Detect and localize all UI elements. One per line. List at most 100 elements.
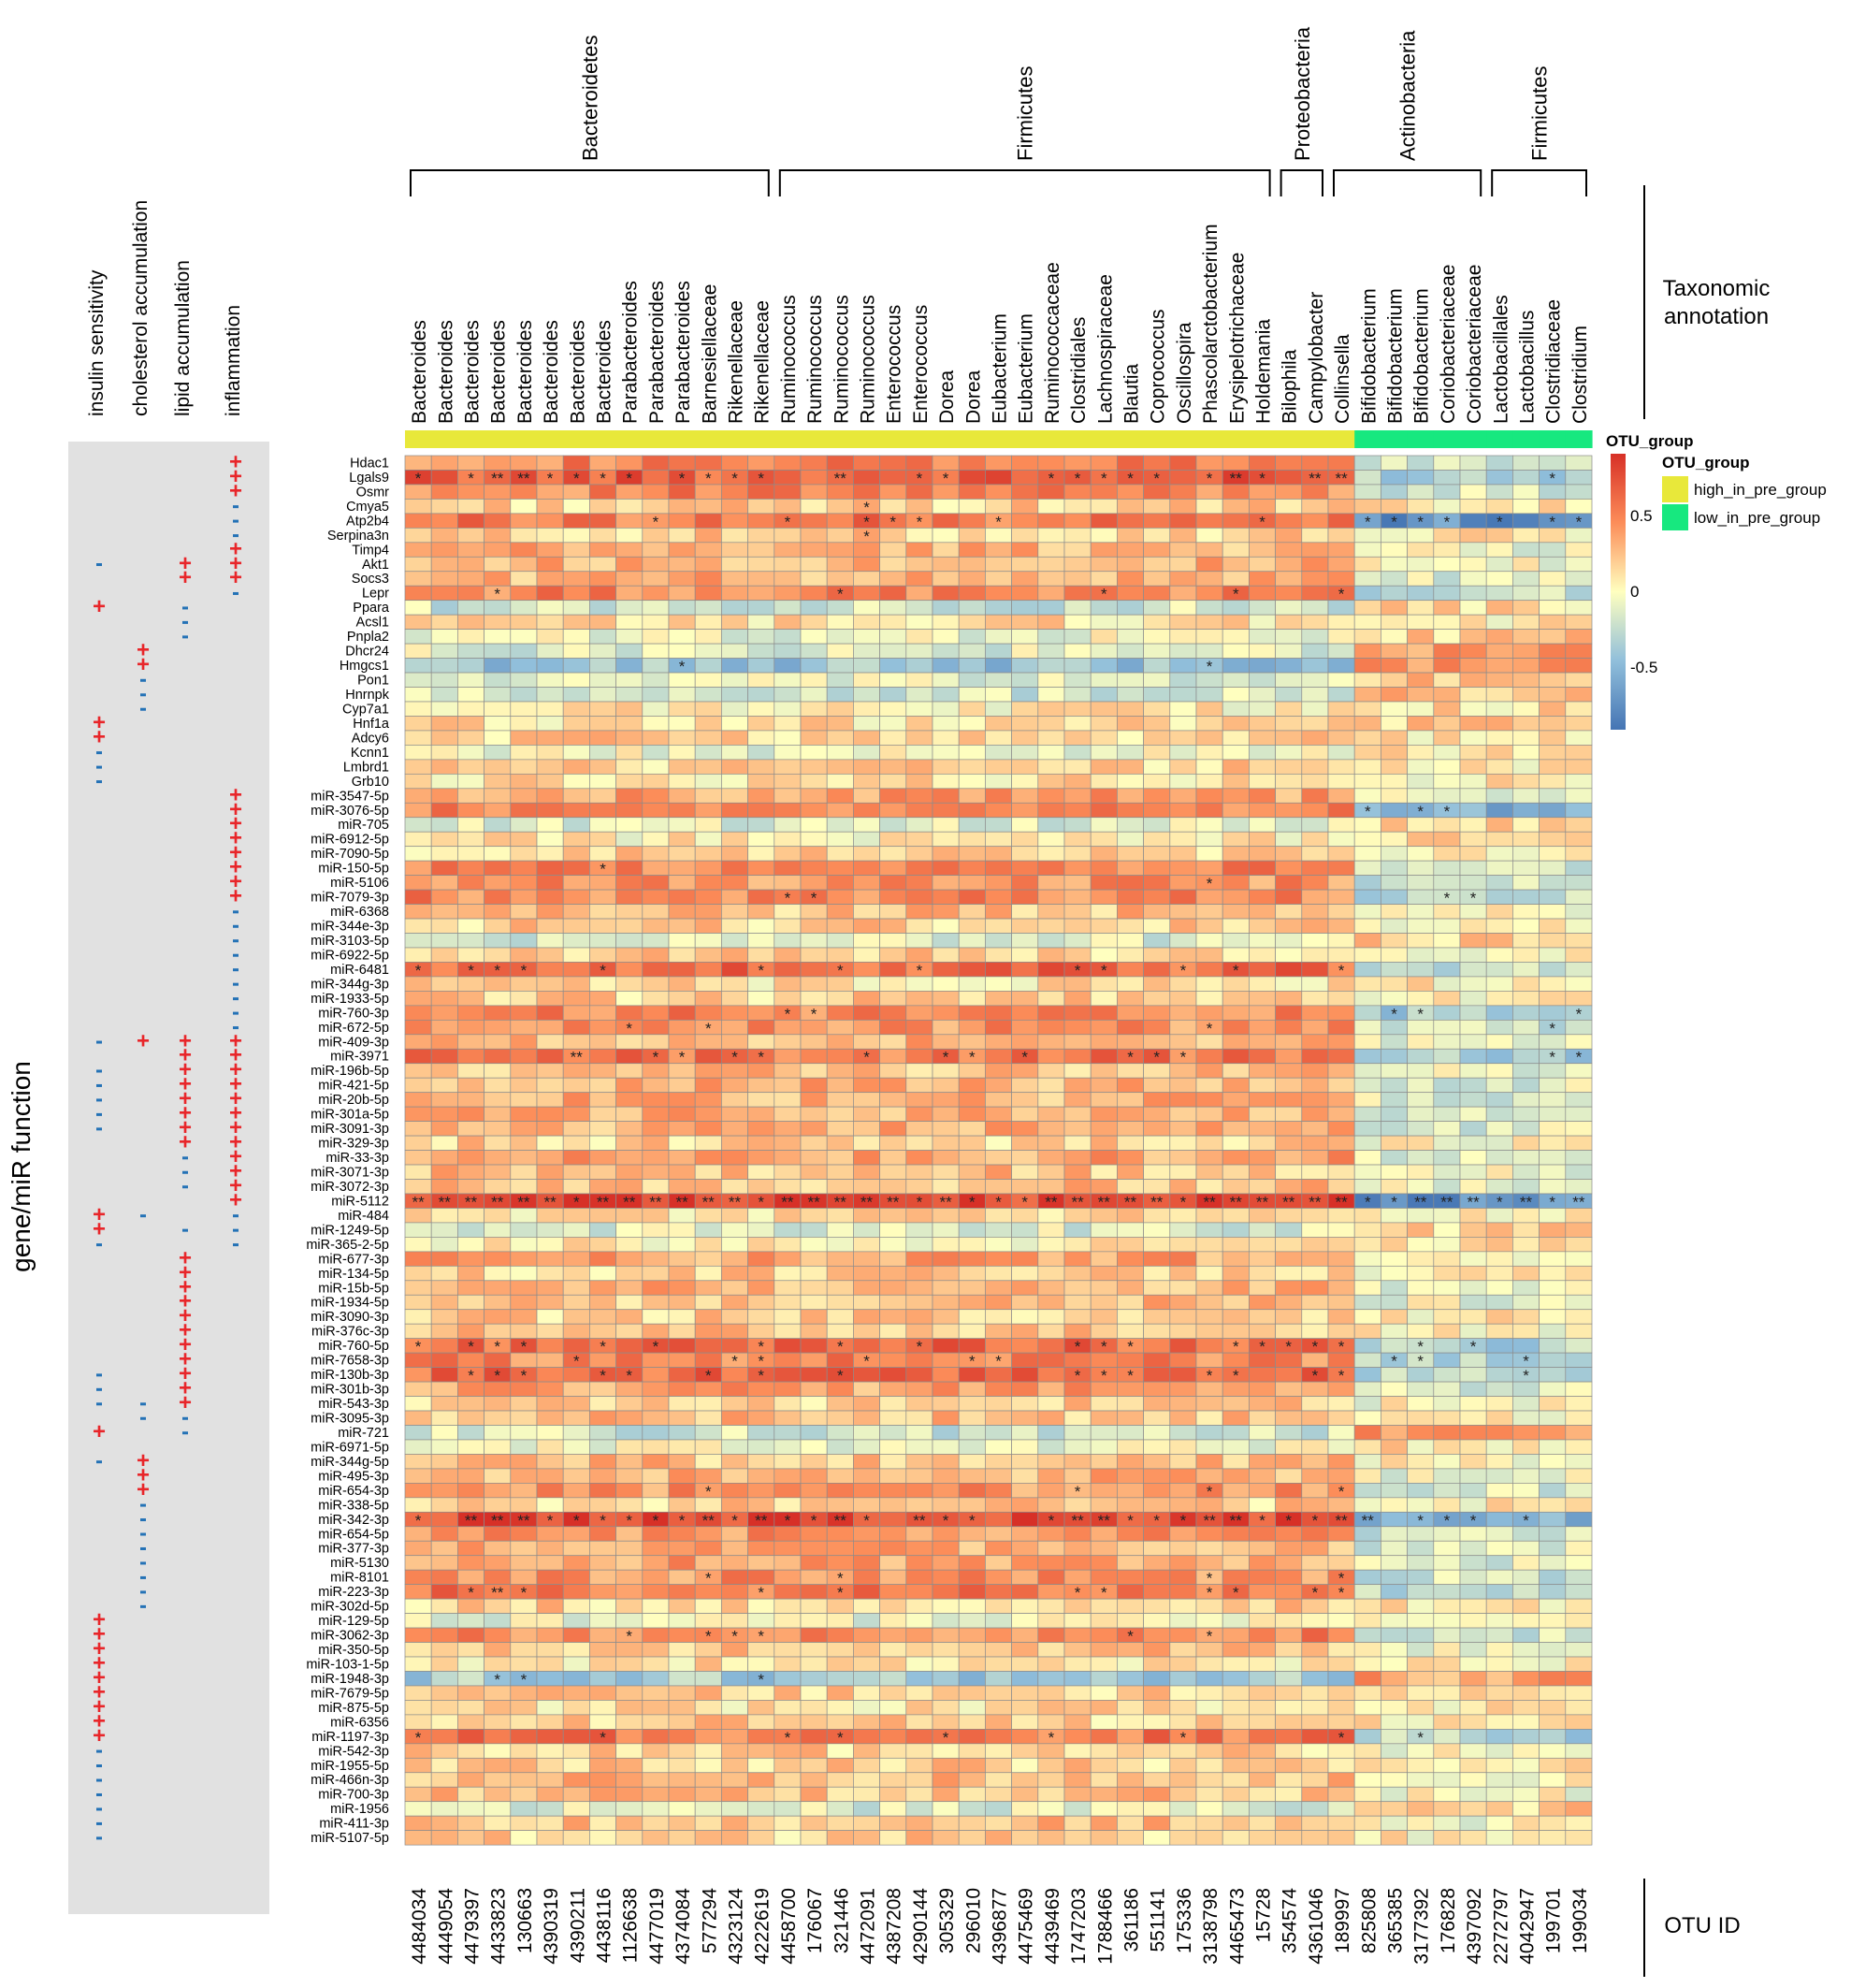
func-minus-36-3 xyxy=(233,983,239,986)
cell-82-33 xyxy=(1276,1643,1302,1657)
func-minus-53-2 xyxy=(182,1229,188,1232)
cell-22-2 xyxy=(457,774,484,788)
cell-60-13 xyxy=(748,1324,774,1338)
cell-86-14 xyxy=(774,1700,801,1714)
cell-48-11 xyxy=(695,1151,721,1165)
cell-23-39 xyxy=(1434,789,1460,803)
cell-85-38 xyxy=(1408,1686,1434,1700)
cell-11-38 xyxy=(1408,615,1434,629)
cell-31-5 xyxy=(537,905,563,919)
cell-12-8 xyxy=(616,630,643,644)
cell-93-42 xyxy=(1512,1802,1539,1816)
cell-88-19 xyxy=(906,1729,933,1743)
sig-star-51-18: ** xyxy=(887,1193,900,1211)
cell-71-37 xyxy=(1381,1483,1407,1497)
cell-60-40 xyxy=(1460,1324,1486,1338)
cell-43-9 xyxy=(643,1078,669,1092)
cell-31-0 xyxy=(405,905,431,919)
cell-42-36 xyxy=(1354,1064,1381,1078)
cell-8-4 xyxy=(511,572,537,586)
cell-16-27 xyxy=(1117,688,1143,702)
cell-15-39 xyxy=(1434,673,1460,687)
cell-49-4 xyxy=(511,1165,537,1179)
sig-star-4-14: * xyxy=(785,513,791,530)
cell-82-44 xyxy=(1566,1643,1592,1657)
cell-69-15 xyxy=(801,1454,827,1468)
cell-48-21 xyxy=(959,1151,985,1165)
sig-star-51-3: ** xyxy=(491,1193,504,1211)
cell-71-31 xyxy=(1222,1483,1249,1497)
cell-66-26 xyxy=(1091,1411,1117,1425)
cell-42-35 xyxy=(1328,1064,1354,1078)
cell-57-23 xyxy=(1012,1281,1038,1295)
cell-28-8 xyxy=(616,861,643,875)
cell-91-1 xyxy=(431,1773,457,1787)
cell-6-44 xyxy=(1566,543,1592,557)
cell-61-18 xyxy=(880,1339,906,1353)
cell-70-18 xyxy=(880,1469,906,1483)
cell-54-19 xyxy=(906,1237,933,1251)
cell-75-39 xyxy=(1434,1541,1460,1555)
cell-54-14 xyxy=(774,1237,801,1251)
cell-76-37 xyxy=(1381,1556,1407,1570)
group-cell-10 xyxy=(669,430,696,448)
cell-67-6 xyxy=(563,1425,589,1439)
cell-2-41 xyxy=(1486,485,1512,499)
cell-23-33 xyxy=(1276,789,1302,803)
cell-37-27 xyxy=(1117,991,1143,1005)
cell-81-26 xyxy=(1091,1628,1117,1642)
cell-77-22 xyxy=(985,1570,1011,1584)
cell-58-13 xyxy=(748,1295,774,1309)
cell-37-25 xyxy=(1064,991,1091,1005)
cell-61-43 xyxy=(1540,1339,1566,1353)
group-cell-21 xyxy=(959,430,986,448)
cell-22-14 xyxy=(774,774,801,788)
cell-82-29 xyxy=(1170,1643,1196,1657)
sig-star-51-35: ** xyxy=(1335,1193,1348,1211)
cell-28-16 xyxy=(827,861,853,875)
cell-58-42 xyxy=(1512,1295,1539,1309)
cell-70-30 xyxy=(1196,1469,1222,1483)
cell-81-10 xyxy=(669,1628,695,1642)
cell-45-7 xyxy=(589,1107,615,1121)
group-cell-20 xyxy=(933,430,960,448)
cell-34-34 xyxy=(1302,948,1328,962)
cell-0-39 xyxy=(1434,456,1460,470)
otu-id-labels: 4484034 4449054 4479397 4433823 130663 439031… xyxy=(409,1888,1591,1965)
cell-79-40 xyxy=(1460,1599,1486,1613)
cell-64-41 xyxy=(1486,1382,1512,1396)
cell-60-32 xyxy=(1249,1324,1275,1338)
cell-15-16 xyxy=(827,673,853,687)
cell-29-11 xyxy=(695,876,721,890)
cell-50-37 xyxy=(1381,1180,1407,1194)
cell-65-31 xyxy=(1222,1397,1249,1411)
cell-7-38 xyxy=(1408,557,1434,571)
cell-94-22 xyxy=(985,1816,1011,1830)
cell-22-5 xyxy=(537,774,563,788)
cell-25-13 xyxy=(748,818,774,832)
cell-59-6 xyxy=(563,1310,589,1324)
cell-95-9 xyxy=(643,1831,669,1845)
row-label-21: Lmbrd1 xyxy=(343,760,389,775)
cell-77-7 xyxy=(589,1570,615,1584)
cell-59-36 xyxy=(1354,1310,1381,1324)
cell-58-35 xyxy=(1328,1295,1354,1309)
row-label-0: Hdac1 xyxy=(350,456,389,471)
cell-17-34 xyxy=(1302,702,1328,716)
cell-90-5 xyxy=(537,1758,563,1772)
sig-star-73-4: ** xyxy=(517,1512,530,1530)
cell-47-20 xyxy=(933,1136,959,1150)
cell-82-32 xyxy=(1249,1643,1275,1657)
cell-74-1 xyxy=(431,1527,457,1541)
cell-49-24 xyxy=(1038,1165,1064,1179)
cell-49-16 xyxy=(827,1165,853,1179)
cell-18-20 xyxy=(933,716,959,730)
cell-27-2 xyxy=(457,847,484,861)
cell-50-15 xyxy=(801,1180,827,1194)
cell-10-36 xyxy=(1354,601,1381,615)
cell-87-39 xyxy=(1434,1715,1460,1729)
cell-27-0 xyxy=(405,847,431,861)
otu-id-31: 4465473 xyxy=(1226,1888,1248,1965)
cell-60-29 xyxy=(1170,1324,1196,1338)
group-cell-15 xyxy=(801,430,828,448)
